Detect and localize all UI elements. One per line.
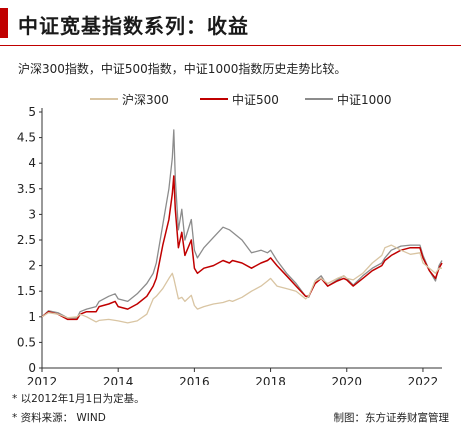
title-bar: 中证宽基指数系列：收益: [0, 8, 461, 38]
x-tick-label: 2012: [27, 375, 58, 385]
x-tick-label: 2020: [331, 375, 362, 385]
series-line-zz500: [41, 175, 443, 321]
y-tick-label: 2.5: [17, 233, 36, 247]
series-line-zz1000: [41, 129, 443, 319]
page-title: 中证宽基指数系列：收益: [18, 14, 249, 38]
chart-credit: 制图：东方证券财富管理: [333, 412, 450, 424]
y-tick-label: 3: [28, 207, 36, 221]
legend-label-hs300: 沪深300: [122, 93, 169, 107]
legend-label-zz500: 中证500: [232, 92, 279, 107]
x-tick-label: 2014: [103, 375, 134, 385]
chart-series: [41, 129, 443, 324]
y-tick-label: 3.5: [17, 182, 36, 196]
title-divider: [0, 45, 461, 46]
y-tick-label: 5: [28, 105, 36, 119]
legend-label-zz1000: 中证1000: [337, 92, 392, 107]
x-tick-label: 2018: [255, 375, 286, 385]
chart-axes: 0 0.5 1 1.5 2 2.5 3 3.5 4 4.5 5 2012 2014 2016 2018 202…: [17, 105, 442, 385]
y-tick-label: 1: [28, 310, 36, 324]
x-tick-label: 2016: [179, 375, 210, 385]
title-accent-bar: [0, 8, 8, 38]
y-tick-label: 2: [28, 259, 36, 273]
y-tick-label: 0: [28, 361, 36, 375]
line-chart: 0 0.5 1 1.5 2 2.5 3 3.5 4 4.5 5 2012 2014 2016 2018 202…: [17, 92, 443, 385]
footnote-base-date: * 以2012年1月1日为定基。: [12, 393, 145, 405]
y-tick-label: 4.5: [17, 131, 36, 145]
y-tick-label: 1.5: [17, 284, 36, 298]
x-tick-label: 2022: [408, 375, 439, 385]
chart-legend: 沪深300 中证500 中证1000: [90, 92, 392, 107]
footnote-source: * 资料来源： WIND: [12, 412, 106, 424]
y-tick-label: 0.5: [17, 335, 36, 349]
page-subtitle: 沪深300指数，中证500指数，中证1000指数历史走势比较。: [18, 62, 347, 76]
series-line-hs300: [41, 244, 442, 324]
y-tick-label: 4: [28, 156, 36, 170]
